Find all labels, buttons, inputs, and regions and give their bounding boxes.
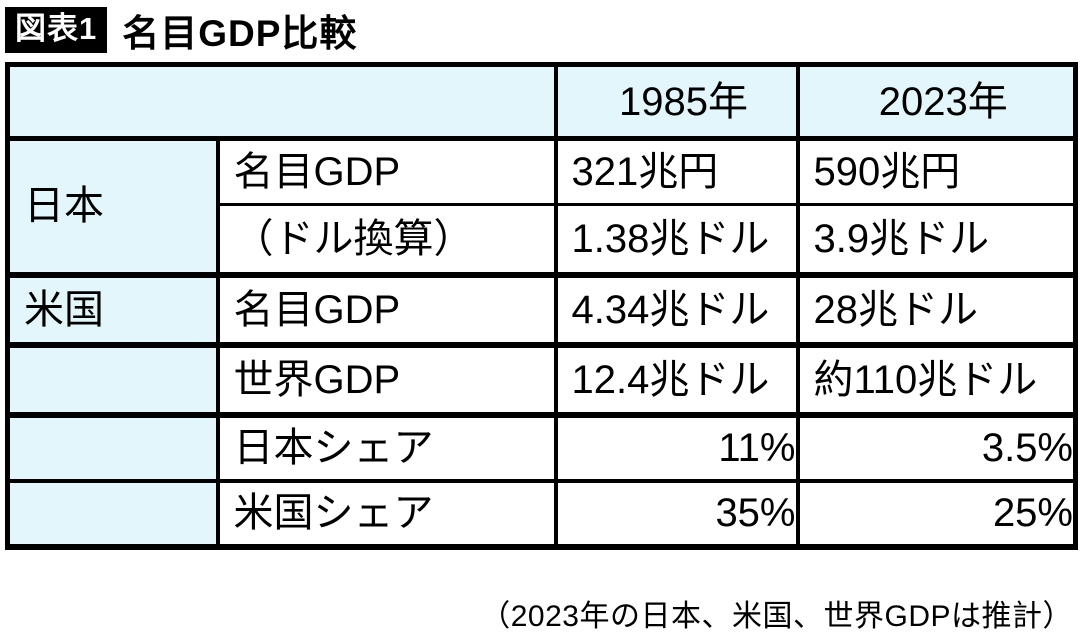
row-label-dollar-converted: （ドル換算）	[215, 203, 556, 275]
group-label-empty-japan-share	[5, 411, 218, 481]
value-world-gdp-1985: 12.4兆ドル	[553, 341, 798, 415]
page-title: 名目GDP比較	[122, 13, 358, 54]
value-us-share-2023: 25%	[795, 478, 1076, 547]
group-label-empty-world	[5, 341, 218, 415]
group-label-japan: 日本	[5, 136, 218, 275]
value-world-gdp-2023: 約110兆ドル	[795, 341, 1076, 415]
value-japan-gdp-1985: 321兆円	[553, 136, 798, 205]
figure-label-badge: 図表1	[5, 7, 108, 53]
gdp-comparison-table: 1985年 2023年 日本 名目GDP 321兆円 590兆円 （ドル換算） …	[5, 62, 1078, 550]
table-row-japan-share: 日本シェア 11% 3.5%	[5, 411, 1076, 481]
group-label-us: 米国	[5, 271, 218, 345]
value-us-share-1985: 35%	[553, 478, 798, 547]
value-japan-share-2023: 3.5%	[795, 411, 1076, 481]
header-year-1985: 1985年	[553, 64, 798, 139]
table-row-world-gdp: 世界GDP 12.4兆ドル 約110兆ドル	[5, 341, 1076, 415]
group-label-empty-us-share	[5, 478, 218, 547]
row-label-us-share: 米国シェア	[215, 478, 556, 547]
header-empty-cell	[5, 64, 556, 139]
value-japan-share-1985: 11%	[553, 411, 798, 481]
figure-title: 図表1 名目GDP比較	[5, 6, 357, 54]
value-japan-gdp-2023: 590兆円	[795, 136, 1076, 205]
header-year-2023: 2023年	[795, 64, 1076, 139]
value-us-gdp-1985: 4.34兆ドル	[553, 271, 798, 345]
row-label-japan-share: 日本シェア	[215, 411, 556, 481]
value-japan-usd-2023: 3.9兆ドル	[795, 203, 1076, 275]
table-row-us-share: 米国シェア 35% 25%	[5, 478, 1076, 547]
row-label-nominal-gdp-japan: 名目GDP	[215, 136, 556, 205]
table-row-japan-nominal-gdp: 日本 名目GDP 321兆円 590兆円	[5, 136, 1076, 275]
table-row-japan-dollar-converted: （ドル換算） 1.38兆ドル 3.9兆ドル	[8, 203, 1076, 275]
value-us-gdp-2023: 28兆ドル	[795, 271, 1076, 345]
row-label-nominal-gdp-us: 名目GDP	[215, 271, 556, 345]
footnote: （2023年の日本、米国、世界GDPは推計）	[480, 600, 1073, 633]
table-row-us-nominal-gdp: 米国 名目GDP 4.34兆ドル 28兆ドル	[5, 271, 1076, 345]
table-header-row: 1985年 2023年	[5, 64, 1076, 139]
row-label-world-gdp: 世界GDP	[215, 341, 556, 415]
value-japan-usd-1985: 1.38兆ドル	[553, 203, 798, 275]
